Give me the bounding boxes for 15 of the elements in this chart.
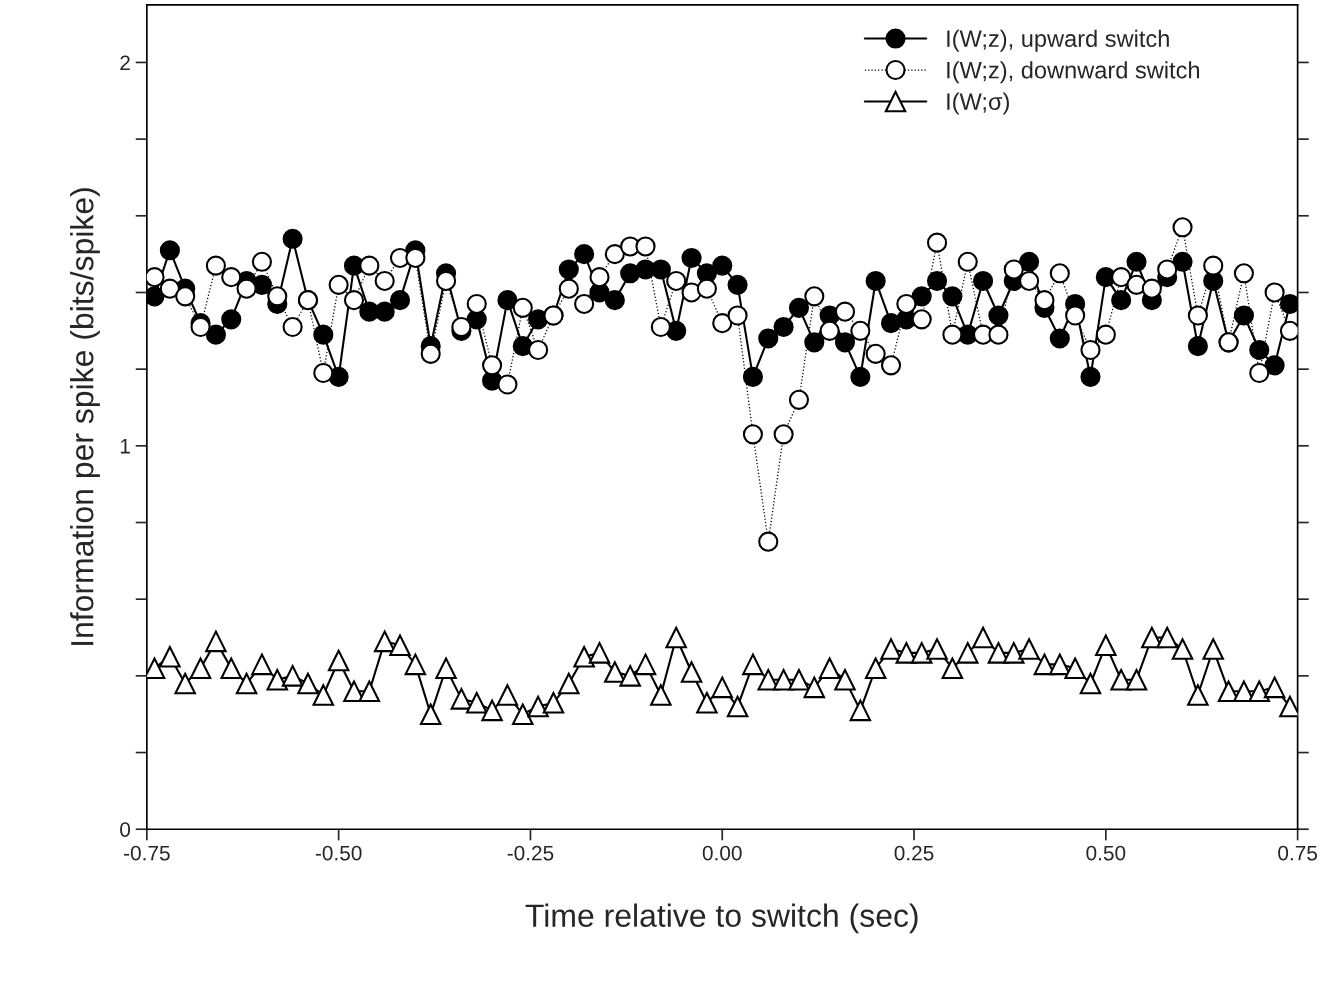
x-tick-label: 0.00 <box>702 845 742 861</box>
x-tick-label: 0.75 <box>1278 845 1318 861</box>
x-tick-label: -0.75 <box>124 845 170 861</box>
y-tick-label: 0 <box>120 822 131 837</box>
x-tick-label: 0.50 <box>1086 845 1126 861</box>
y-tick-label: 1 <box>120 439 130 454</box>
x-axis-title: Time relative to switch (sec) <box>525 903 918 934</box>
legend-label: I(W;z), upward switch <box>947 29 1169 52</box>
x-tick-label: -0.25 <box>507 845 554 861</box>
x-tick-label: 0.25 <box>894 845 934 861</box>
y-axis-title: Information per spike (bits/spike) <box>70 188 100 645</box>
legend-label: I(W;z), downward switch <box>947 61 1200 84</box>
x-tick-label: -0.50 <box>315 845 362 861</box>
legend-label: I(W;σ) <box>947 92 1009 115</box>
y-tick-label: 2 <box>120 55 130 70</box>
